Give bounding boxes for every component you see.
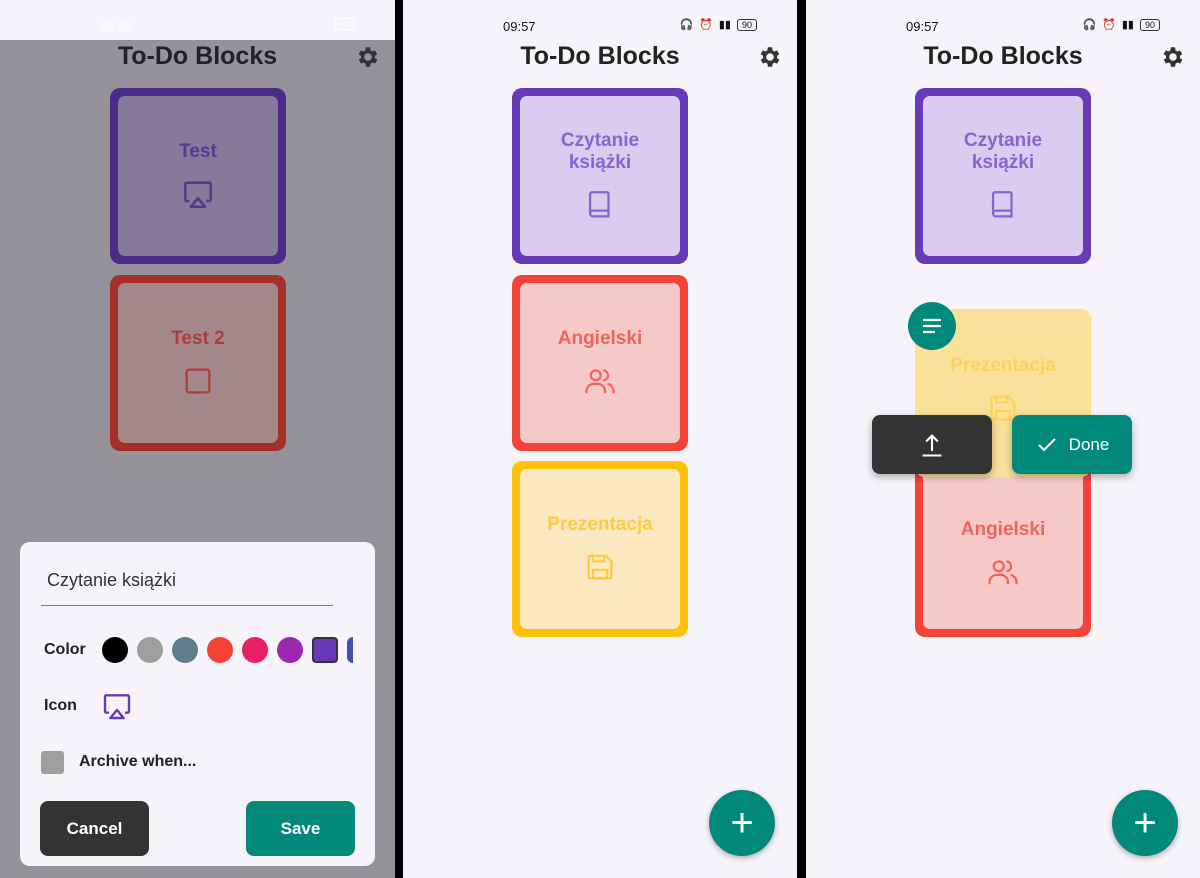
add-block-button[interactable]: + xyxy=(709,790,775,856)
status-time: 09:57 xyxy=(503,19,536,34)
settings-gear-icon[interactable] xyxy=(1160,44,1186,70)
color-label: Color xyxy=(44,641,86,658)
status-time: 09:56 xyxy=(100,19,133,34)
color-swatch-grey[interactable] xyxy=(137,637,163,663)
settings-gear-icon[interactable] xyxy=(757,44,783,70)
archive-upload-button[interactable] xyxy=(872,415,992,474)
check-icon xyxy=(1037,437,1056,451)
todo-block-czytanie[interactable]: Czytanie książki xyxy=(512,88,688,264)
airplay-icon xyxy=(181,177,215,211)
color-swatch-indigo[interactable] xyxy=(347,637,353,663)
color-swatch-red[interactable] xyxy=(207,637,233,663)
color-swatch-purple[interactable] xyxy=(277,637,303,663)
todo-block-test[interactable]: Test xyxy=(110,88,286,264)
app-title: To-Do Blocks xyxy=(923,42,1083,70)
people-icon xyxy=(986,555,1020,589)
block-actions-screen: 09:57 🎧 ⏰ ▮▮ 90 To-Do Blocks Czytanie książ… xyxy=(806,0,1200,878)
book-icon xyxy=(583,188,617,222)
book-icon xyxy=(986,188,1020,222)
edit-block-dialog: Czytanie książki Color Icon Archive when… xyxy=(20,542,375,866)
people-icon xyxy=(583,364,617,398)
settings-gear-icon[interactable] xyxy=(355,44,381,70)
block-name-input[interactable]: Czytanie książki xyxy=(41,564,333,606)
block-label: Test xyxy=(179,141,217,162)
icon-label: Icon xyxy=(44,697,77,714)
block-menu-button[interactable] xyxy=(908,302,956,350)
archive-checkbox[interactable] xyxy=(41,751,64,774)
done-button[interactable]: Done xyxy=(1012,415,1132,474)
archive-label: Archive when... xyxy=(79,753,197,770)
color-swatch-blue-grey[interactable] xyxy=(172,637,198,663)
status-icons: 🎧 ⏰ ▮▮ 90 xyxy=(1082,18,1160,31)
done-label: Done xyxy=(1068,434,1110,454)
todo-block-test-2[interactable]: Test 2 xyxy=(110,275,286,451)
app-title: To-Do Blocks xyxy=(117,42,278,70)
status-icons: 🎧 ⏰ ▮▮ 90 xyxy=(679,18,757,31)
alarm-icon: ⏰ xyxy=(1102,19,1116,31)
color-swatch-deep-purple-selected[interactable] xyxy=(312,637,338,663)
todo-block-angielski[interactable]: Angielski xyxy=(915,461,1091,637)
block-label: Czytanie książki xyxy=(560,130,640,173)
alarm-icon: ⏰ xyxy=(699,19,713,31)
color-swatch-pink[interactable] xyxy=(242,637,268,663)
status-icons: 90 xyxy=(334,18,355,30)
block-label: Czytanie książki xyxy=(963,130,1043,173)
app-title: To-Do Blocks xyxy=(520,42,680,70)
status-bar: 09:57 🎧 ⏰ ▮▮ 90 xyxy=(403,0,797,40)
airplay-icon[interactable] xyxy=(99,690,135,722)
headphones-icon: 🎧 xyxy=(1082,19,1097,31)
todo-block-prezentacja[interactable]: Prezentacja xyxy=(512,461,688,637)
headphones-icon: 🎧 xyxy=(679,19,694,31)
status-bar: 09:56 90 xyxy=(0,0,395,40)
save-icon xyxy=(583,550,617,584)
battery-icon: 90 xyxy=(736,18,757,31)
status-bar: 09:57 🎧 ⏰ ▮▮ 90 xyxy=(806,0,1200,40)
cancel-button[interactable]: Cancel xyxy=(40,801,149,856)
todo-block-angielski[interactable]: Angielski xyxy=(512,275,688,451)
square-icon xyxy=(181,364,215,398)
block-label: Prezentacja xyxy=(950,355,1056,376)
signal-icon: ▮▮ xyxy=(1121,19,1134,31)
notes-lines-icon xyxy=(923,318,941,334)
edit-dialog-screen: 09:56 90 To-Do Blocks Test Test 2 Czytan… xyxy=(0,0,395,878)
battery-icon: 90 xyxy=(1139,18,1160,31)
todo-block-czytanie[interactable]: Czytanie książki xyxy=(915,88,1091,264)
block-label: Prezentacja xyxy=(547,514,653,535)
upload-icon xyxy=(922,433,942,457)
color-swatch-black[interactable] xyxy=(102,637,128,663)
blocks-list-screen: 09:57 🎧 ⏰ ▮▮ 90 To-Do Blocks Czytanie książ… xyxy=(403,0,797,878)
signal-icon: ▮▮ xyxy=(718,19,731,31)
save-button[interactable]: Save xyxy=(246,801,355,856)
status-time: 09:57 xyxy=(906,19,939,34)
block-label: Test 2 xyxy=(171,328,225,349)
block-label: Angielski xyxy=(557,328,643,349)
battery-icon: 90 xyxy=(334,18,355,30)
block-label: Angielski xyxy=(960,519,1046,540)
add-block-button[interactable]: + xyxy=(1112,790,1178,856)
